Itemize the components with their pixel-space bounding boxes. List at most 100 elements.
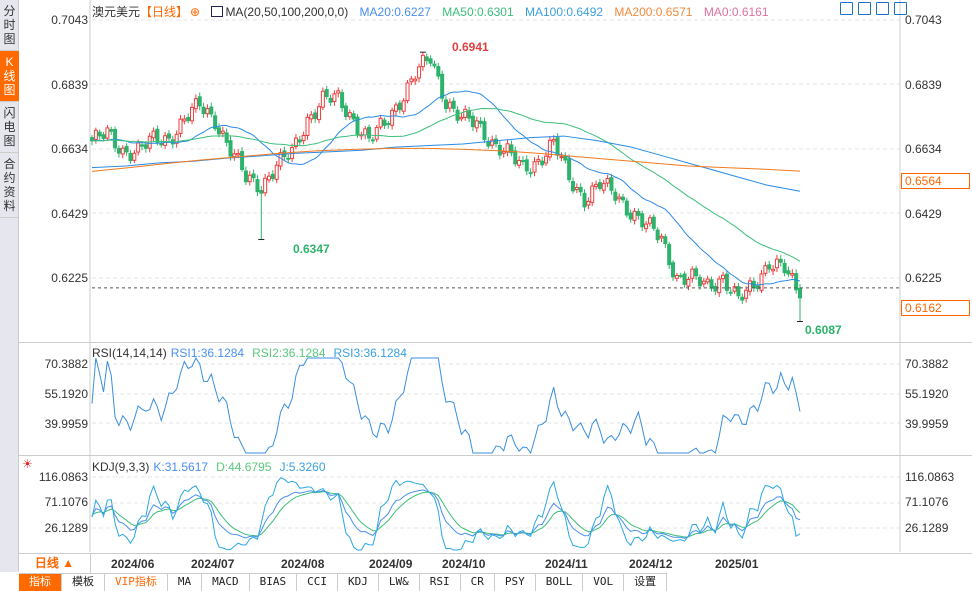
candle <box>420 54 425 68</box>
candle <box>586 200 591 206</box>
candle <box>409 78 414 83</box>
tab-contract-info[interactable]: 合约资料 <box>0 153 19 218</box>
candle <box>601 183 606 191</box>
rsi-axis-label: 39.9959 <box>905 417 949 431</box>
candle <box>671 262 676 278</box>
candle <box>255 179 260 193</box>
candle <box>309 114 314 120</box>
sidebar: 分时图 K线图 闪电图 合约资料 <box>0 0 19 572</box>
indicator-settings-icon[interactable]: ☀ <box>22 457 33 471</box>
left-price-label: 0.6634 <box>51 142 88 156</box>
candle <box>93 129 98 140</box>
tool-vol[interactable]: VOL <box>583 574 625 591</box>
candle <box>386 123 391 126</box>
candle <box>609 177 614 191</box>
kdj-axis-label: 26.1289 <box>44 521 88 535</box>
candle <box>540 160 545 166</box>
tool-cr[interactable]: CR <box>460 574 495 591</box>
candle <box>551 138 556 142</box>
candle <box>243 170 248 183</box>
candle <box>151 130 156 139</box>
candle <box>513 150 518 165</box>
tool-boll[interactable]: BOLL <box>535 574 584 591</box>
zoom-range-icon[interactable] <box>858 2 871 15</box>
ma200-price-tag: 0.6564 <box>901 173 970 189</box>
period-selector[interactable]: 日线 ▲ <box>19 554 91 573</box>
ma-chart-icon[interactable] <box>211 6 224 17</box>
kdj-j-line <box>91 477 801 551</box>
rsi-title: RSI(14,14,14) <box>92 346 167 360</box>
go-latest-icon[interactable] <box>894 2 907 15</box>
candle <box>582 192 587 208</box>
candle <box>559 156 564 159</box>
candle <box>767 264 772 270</box>
kdj-j-value: J:5.3260 <box>279 460 326 474</box>
candle <box>140 144 145 147</box>
candle <box>224 132 229 143</box>
main-header: 澳元美元【日线】 ⊕ MA(20,50,100,200,0,0) MA20:0.6… <box>92 3 777 20</box>
high-annotation: 0.6941 <box>452 40 489 54</box>
candle <box>101 134 106 140</box>
ma100-line <box>91 135 801 192</box>
crosshair-icon[interactable] <box>840 2 853 15</box>
tool-vip-indicator[interactable]: VIP指标 <box>105 574 168 591</box>
tool-psy[interactable]: PSY <box>494 574 536 591</box>
candle <box>694 268 699 277</box>
candle <box>478 120 483 124</box>
tool-settings[interactable]: 设置 <box>624 574 668 591</box>
candle <box>328 97 333 103</box>
tool-ma[interactable]: MA <box>167 574 203 591</box>
chart-canvas[interactable] <box>0 0 972 552</box>
tool-template[interactable]: 模板 <box>62 574 105 591</box>
tool-lwr[interactable]: LW& <box>378 574 420 591</box>
candle <box>201 106 206 115</box>
symbol-name: 澳元美元 <box>92 5 141 19</box>
tool-macd[interactable]: MACD <box>202 574 250 591</box>
ma100-value: MA100:0.6492 <box>525 5 604 19</box>
candle <box>451 100 456 109</box>
candle <box>547 139 552 158</box>
candle <box>636 211 641 216</box>
candle <box>794 273 799 291</box>
indicator-toolbar: 指标 模板 VIP指标 MA MACD BIAS CCI KDJ LW& RSI… <box>19 573 668 591</box>
candle <box>440 73 445 99</box>
candle <box>132 152 137 161</box>
candle <box>705 278 710 283</box>
candle <box>124 145 129 153</box>
play-icon[interactable] <box>876 2 889 15</box>
low-annotation: 0.6347 <box>293 242 330 256</box>
right-price-label: 0.6225 <box>905 271 942 285</box>
tab-flash[interactable]: 闪电图 <box>0 102 19 153</box>
candle <box>574 187 579 191</box>
candle <box>497 144 502 156</box>
tab-timeshare[interactable]: 分时图 <box>0 0 19 51</box>
candle <box>424 56 429 62</box>
date-label: 2024/11 <box>545 557 588 571</box>
candle <box>482 121 487 141</box>
tool-bias[interactable]: BIAS <box>249 574 298 591</box>
candle <box>182 118 187 122</box>
candle <box>736 286 741 297</box>
date-label: 2025/01 <box>715 557 759 571</box>
candle <box>393 104 398 112</box>
candle <box>347 112 352 118</box>
candle <box>721 274 726 280</box>
candle <box>594 183 599 188</box>
ma200-value: MA200:0.6571 <box>614 5 693 19</box>
candle <box>509 144 514 154</box>
candle <box>651 216 656 229</box>
rsi-axis-label: 70.3882 <box>44 357 88 371</box>
candle <box>798 287 802 299</box>
tool-kdj[interactable]: KDJ <box>338 574 379 591</box>
settings-icon[interactable]: ⊕ <box>190 5 201 19</box>
tool-cci[interactable]: CCI <box>297 574 338 591</box>
tool-indicator[interactable]: 指标 <box>19 574 62 591</box>
tool-rsi[interactable]: RSI <box>419 574 461 591</box>
candle <box>436 66 441 77</box>
date-axis: 日线 ▲ 2024/06 2024/07 2024/08 2024/09 202… <box>19 553 972 573</box>
candle <box>166 133 171 139</box>
candle <box>417 66 422 79</box>
tab-kline[interactable]: K线图 <box>0 51 19 102</box>
right-price-label: 0.6634 <box>905 142 942 156</box>
rsi-axis-label: 55.1920 <box>905 387 949 401</box>
